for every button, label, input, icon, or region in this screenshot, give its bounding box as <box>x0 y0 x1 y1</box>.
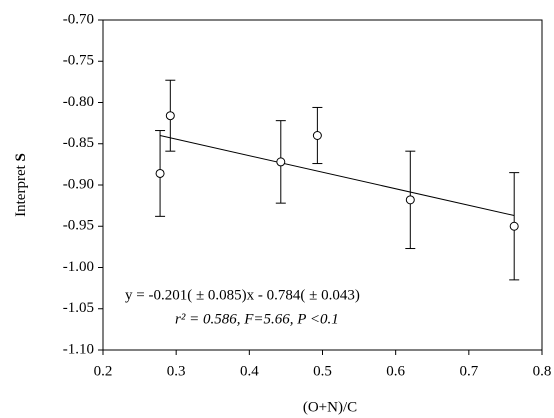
point <box>165 111 175 121</box>
y-tick-label: -0.80 <box>63 94 94 110</box>
x-tick-label: 0.7 <box>459 363 478 379</box>
y-tick-label: -0.85 <box>63 135 94 151</box>
y-tick-label: -1.10 <box>63 341 94 357</box>
point <box>509 221 519 231</box>
y-axis-label: Interpret S <box>13 153 29 217</box>
y-tick-label: -0.75 <box>63 53 94 69</box>
x-tick-label: 0.5 <box>313 363 332 379</box>
y-tick-label: -0.90 <box>63 176 94 192</box>
equation: y = -0.201( ± 0.085)x - 0.784( ± 0.043) <box>125 287 360 303</box>
fit-line <box>159 135 515 217</box>
x-tick-label: 0.2 <box>94 363 113 379</box>
y-axis-label-text: Interpret <box>13 164 29 216</box>
y-axis-label-symbol: S <box>13 153 29 161</box>
x-tick-label: 0.4 <box>240 363 259 379</box>
point <box>276 157 286 167</box>
y-tick-label: -0.95 <box>63 218 94 234</box>
point <box>312 131 322 140</box>
point <box>405 195 415 205</box>
x-tick-label: 0.8 <box>533 363 552 379</box>
x-tick-label: 0.6 <box>386 363 405 379</box>
y-tick-label: -1.00 <box>63 259 94 275</box>
statistics: r² = 0.586, F=5.66, P <0.1 <box>175 311 339 327</box>
y-tick-label: -1.05 <box>63 300 94 316</box>
x-axis-label: (O+N)/C <box>303 399 357 415</box>
x-tick-label: 0.3 <box>167 363 186 379</box>
point <box>155 168 165 178</box>
y-tick-label: -0.70 <box>63 11 94 27</box>
